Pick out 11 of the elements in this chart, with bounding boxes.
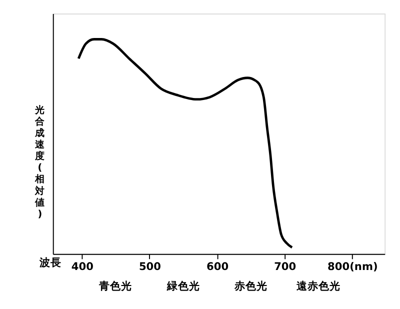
text: 緑色光 — [166, 279, 200, 292]
text: 光合成速度(相対値) — [34, 105, 45, 220]
x-tick-label: 400 — [71, 260, 94, 273]
x-tick-label: 600 — [206, 260, 229, 273]
x-axis-title: 波長 — [38, 256, 62, 269]
x-tick-label: 800(nm) — [328, 260, 378, 273]
text: 遠赤色光 — [296, 279, 340, 292]
x-tick-label: 700 — [274, 260, 296, 273]
text: 青色光 — [98, 279, 132, 292]
text: 赤色光 — [233, 279, 268, 292]
x-tick-label: 500 — [138, 260, 162, 273]
